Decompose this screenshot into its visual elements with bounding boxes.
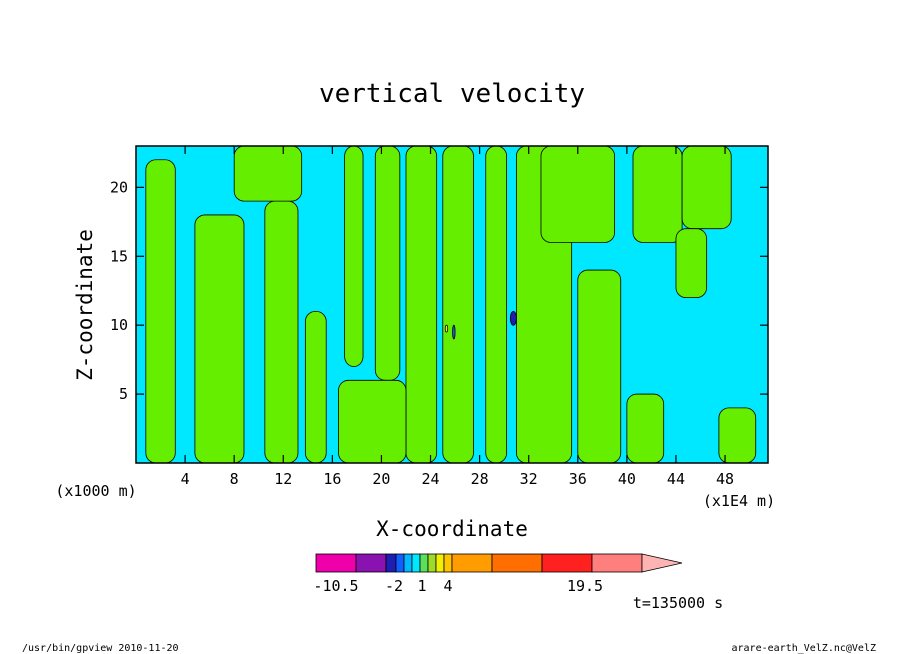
velocity-region xyxy=(264,200,299,463)
velocity-region xyxy=(452,324,456,340)
colorbar-segment xyxy=(451,553,493,573)
colorbar-segment xyxy=(435,553,445,573)
velocity-region xyxy=(626,393,665,463)
colorbar-segment xyxy=(395,553,405,573)
velocity-region xyxy=(540,146,615,243)
x-tick-label: 32 xyxy=(520,470,538,488)
colorbar-segment xyxy=(541,553,593,573)
colorbar-segment xyxy=(443,553,453,573)
colorbar-extension-arrow xyxy=(641,553,683,573)
velocity-region xyxy=(338,379,407,463)
velocity-region xyxy=(485,146,508,463)
x-tick-label: 12 xyxy=(274,470,292,488)
colorbar-segment xyxy=(411,553,421,573)
colorbar-tick-label: 19.5 xyxy=(567,577,603,595)
colorbar-segment xyxy=(403,553,413,573)
colorbar-segment xyxy=(419,553,429,573)
velocity-region xyxy=(194,214,245,463)
velocity-region xyxy=(577,269,622,463)
colorbar-tick-label: 4 xyxy=(443,577,452,595)
colorbar xyxy=(315,553,683,573)
velocity-region xyxy=(718,407,757,463)
plot-frame xyxy=(135,145,769,464)
colorbar-tick-label: 1 xyxy=(417,577,426,595)
velocity-region xyxy=(145,159,176,463)
colorbar-tick-label: -2 xyxy=(385,577,403,595)
x-tick-label: 4 xyxy=(181,470,190,488)
velocity-regions xyxy=(145,146,757,463)
x-tick-label: 24 xyxy=(421,470,439,488)
velocity-region xyxy=(675,228,708,299)
velocity-region xyxy=(444,324,449,333)
colorbar-segment xyxy=(385,553,397,573)
x-tick-label: 28 xyxy=(471,470,489,488)
colorbar-tick-label: -10.5 xyxy=(313,577,358,595)
colorbar-labels: -10.5 -2 1 4 19.5 xyxy=(313,577,603,595)
velocity-region xyxy=(374,146,401,381)
x-tick-label: 40 xyxy=(618,470,636,488)
colorbar-segment xyxy=(491,553,543,573)
y-axis-label: Z-coordinate xyxy=(73,229,97,381)
y-tick-label: 10 xyxy=(110,316,128,334)
x-unit-left: (x1000 m) xyxy=(55,482,136,500)
y-tick-label: 20 xyxy=(110,178,128,196)
colorbar-segment xyxy=(591,553,643,573)
velocity-region xyxy=(509,310,517,326)
y-tick-label: 5 xyxy=(119,385,128,403)
chart-title: vertical velocity xyxy=(319,79,585,109)
x-tick-label: 44 xyxy=(667,470,685,488)
plot-area xyxy=(135,145,769,464)
velocity-region xyxy=(681,146,732,230)
colorbar-segment xyxy=(315,553,357,573)
x-tick-label: 20 xyxy=(372,470,390,488)
x-tick-label: 16 xyxy=(323,470,341,488)
x-tick-label: 48 xyxy=(716,470,734,488)
velocity-region xyxy=(304,310,327,463)
time-label: t=135000 s xyxy=(633,594,723,612)
footer-left: /usr/bin/gpview 2010-11-20 xyxy=(22,643,179,654)
velocity-region xyxy=(442,146,474,463)
x-tick-label: 36 xyxy=(569,470,587,488)
colorbar-segment xyxy=(355,553,387,573)
x-tick-label: 8 xyxy=(230,470,239,488)
x-axis-ticks: 4 8 12 16 20 24 28 32 36 40 44 48 xyxy=(181,146,734,488)
footer-right: arare-earth_VelZ.nc@VelZ xyxy=(732,643,877,654)
y-axis-ticks: 5 10 15 20 xyxy=(110,178,768,403)
x-unit-right: (x1E4 m) xyxy=(703,492,775,510)
y-tick-label: 15 xyxy=(110,247,128,265)
x-axis-label: X-coordinate xyxy=(376,517,528,541)
velocity-region xyxy=(233,146,303,202)
colorbar-segment xyxy=(427,553,437,573)
velocity-region xyxy=(632,146,683,243)
velocity-region xyxy=(405,146,438,463)
velocity-region xyxy=(344,146,364,367)
